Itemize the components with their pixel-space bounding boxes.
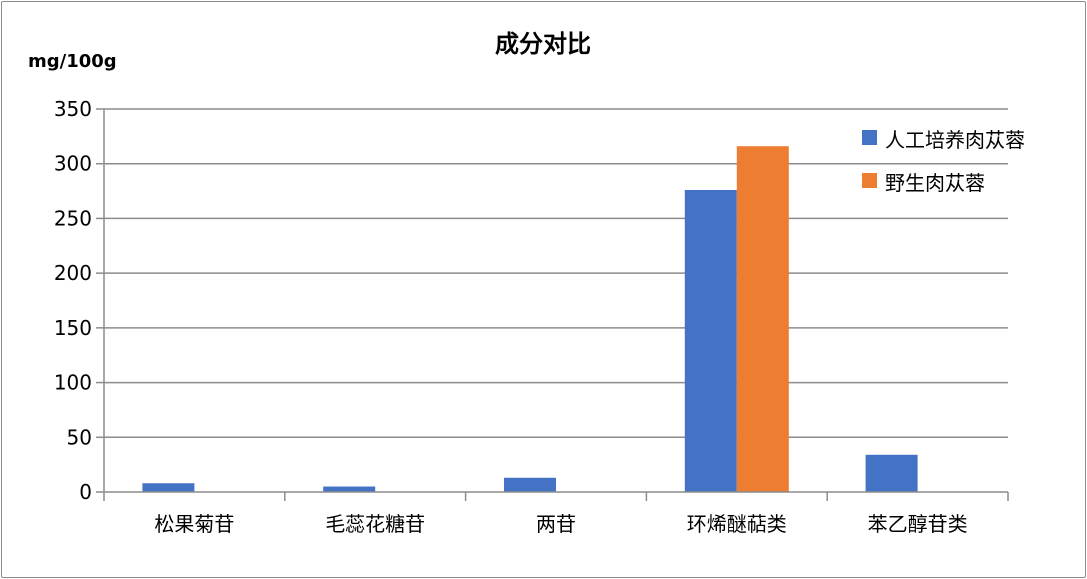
bar [323, 486, 376, 492]
bar [684, 189, 737, 492]
y-tick-label: 0 [79, 480, 92, 504]
x-category-label: 苯乙醇苷类 [868, 512, 968, 536]
y-tick-label: 250 [54, 206, 92, 230]
chart-title: 成分对比 [495, 30, 591, 58]
y-tick-label: 100 [54, 371, 92, 395]
axes: 0 50 100 150 200 250 300 350 松果菊苷 毛蕊花糖苷 两苷 环烯醚萜类 苯乙醇… [54, 97, 1009, 536]
bars [142, 146, 918, 492]
legend-label: 人工培养肉苁蓉 [885, 128, 1025, 152]
gridlines [104, 108, 1008, 439]
bar [736, 146, 789, 492]
bar [142, 483, 195, 492]
bar [504, 477, 556, 492]
x-category-label: 环烯醚萜类 [687, 512, 787, 536]
legend-swatch [862, 173, 877, 188]
x-category-label: 松果菊苷 [154, 512, 234, 536]
y-tick-label: 50 [67, 425, 92, 449]
legend-label: 野生肉苁蓉 [885, 171, 985, 195]
bar [865, 454, 918, 492]
y-axis-unit-label: mg/100g [28, 51, 117, 72]
y-tick-label: 300 [54, 152, 92, 176]
y-tick-label: 350 [54, 97, 92, 121]
y-tick-label: 200 [54, 261, 92, 285]
legend-swatch [862, 130, 877, 145]
x-category-label: 毛蕊花糖苷 [325, 512, 425, 536]
x-category-label: 两苷 [536, 512, 576, 536]
y-tick-label: 150 [54, 316, 92, 340]
